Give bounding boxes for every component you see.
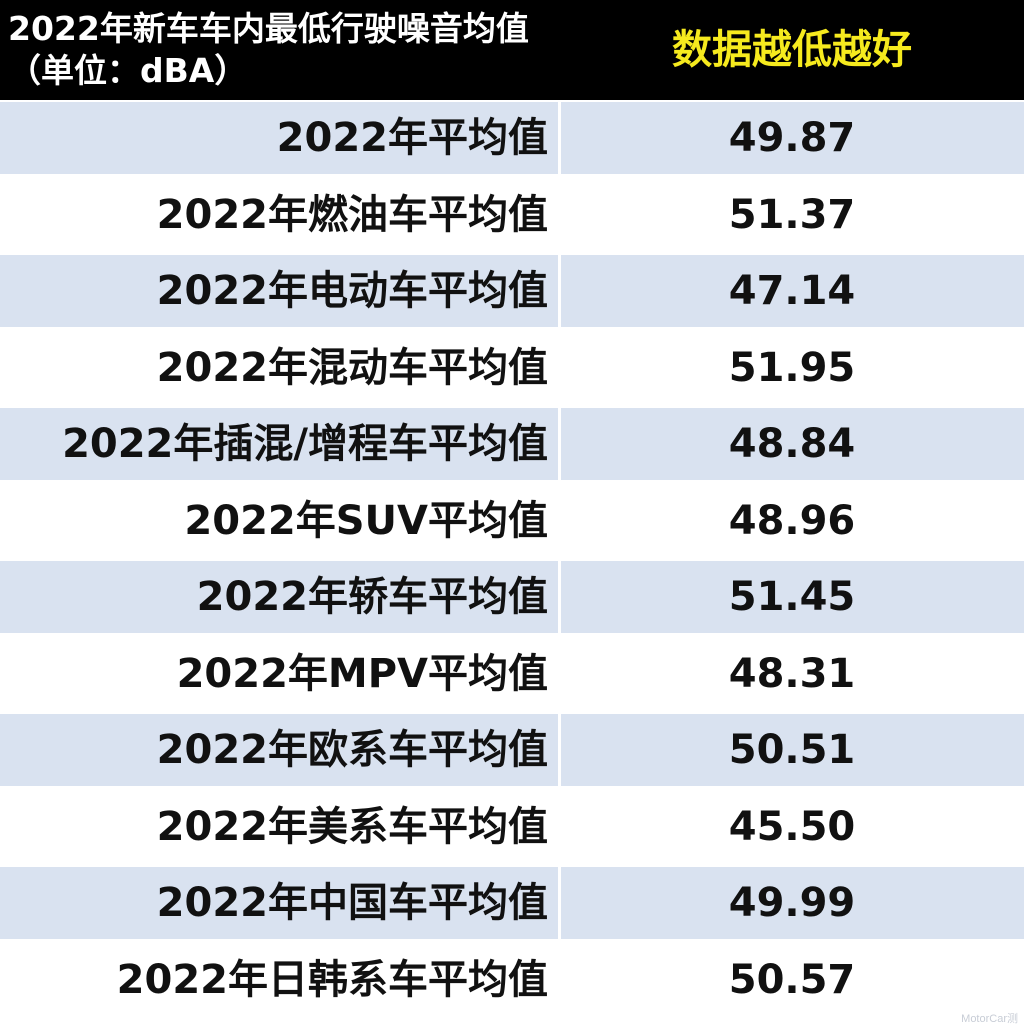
row-value: 45.50 <box>728 803 856 850</box>
table-row: 2022年SUV平均值 48.96 <box>0 484 1024 557</box>
row-value: 51.45 <box>728 574 856 620</box>
row-label: 2022年燃油车平均值 <box>156 191 548 238</box>
row-value: 49.99 <box>728 880 856 926</box>
row-label: 2022年轿车平均值 <box>196 574 548 620</box>
row-value: 51.95 <box>728 344 856 391</box>
column-divider <box>558 100 561 1030</box>
row-label: 2022年插混/增程车平均值 <box>62 421 548 467</box>
row-value: 48.96 <box>728 497 856 544</box>
row-label: 2022年平均值 <box>276 115 548 161</box>
row-label: 2022年MPV平均值 <box>176 650 548 697</box>
row-label: 2022年SUV平均值 <box>184 497 548 544</box>
table-row: 2022年美系车平均值 45.50 <box>0 790 1024 863</box>
table-row: 2022年日韩系车平均值 50.57 <box>0 943 1024 1016</box>
row-value: 50.51 <box>728 727 856 773</box>
table-row: 2022年轿车平均值 51.45 <box>0 561 1024 633</box>
table-title: 2022年新车车内最低行驶噪音均值 （单位：dBA） <box>8 9 529 90</box>
table-row: 2022年电动车平均值 47.14 <box>0 255 1024 327</box>
watermark-text: MotorCar测 <box>961 1013 1018 1025</box>
lower-is-better-note: 数据越低越好 <box>672 27 912 73</box>
row-value: 51.37 <box>728 191 856 238</box>
table-row: 2022年混动车平均值 51.95 <box>0 331 1024 404</box>
row-value: 48.84 <box>728 421 856 467</box>
table-header: 2022年新车车内最低行驶噪音均值 （单位：dBA） 数据越低越好 <box>0 0 1024 100</box>
table-row: 2022年插混/增程车平均值 48.84 <box>0 408 1024 480</box>
row-value: 49.87 <box>728 115 856 161</box>
table-row: 2022年平均值 49.87 <box>0 102 1024 174</box>
table-row: 2022年燃油车平均值 51.37 <box>0 178 1024 251</box>
row-label: 2022年欧系车平均值 <box>156 727 548 773</box>
row-value: 47.14 <box>728 268 856 314</box>
table-row: 2022年欧系车平均值 50.51 <box>0 714 1024 786</box>
row-label: 2022年日韩系车平均值 <box>116 956 548 1003</box>
row-label: 2022年混动车平均值 <box>156 344 548 391</box>
table-row: 2022年中国车平均值 49.99 <box>0 867 1024 939</box>
row-label: 2022年电动车平均值 <box>156 268 548 314</box>
row-value: 50.57 <box>728 956 856 1003</box>
row-label: 2022年中国车平均值 <box>156 880 548 926</box>
table-row: 2022年MPV平均值 48.31 <box>0 637 1024 710</box>
row-label: 2022年美系车平均值 <box>156 803 548 850</box>
row-value: 48.31 <box>728 650 856 697</box>
